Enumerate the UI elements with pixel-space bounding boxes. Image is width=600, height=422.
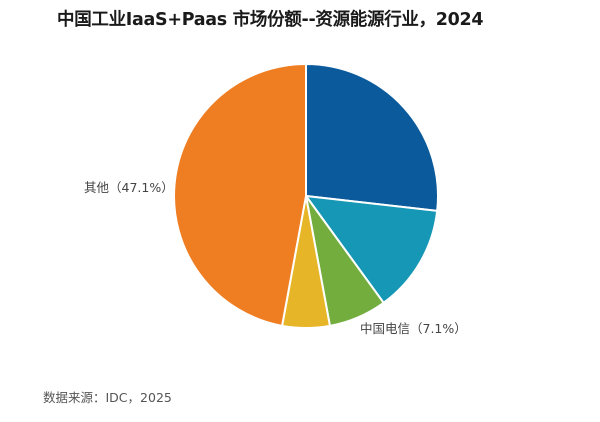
chart-title: 中国工业IaaS+Paas 市场份额--资源能源行业，2024 [57, 10, 484, 30]
data-source: 数据来源：IDC，2025 [43, 390, 172, 405]
slice-label-other: 其他（47.1%） [84, 180, 174, 195]
pie-slice-1 [305, 63, 439, 212]
pie-slice-5 [173, 63, 307, 327]
slice-label-china-telecom: 中国电信（7.1%） [360, 321, 467, 336]
pie-slice-2 [305, 195, 439, 304]
pie-slices [173, 63, 439, 329]
